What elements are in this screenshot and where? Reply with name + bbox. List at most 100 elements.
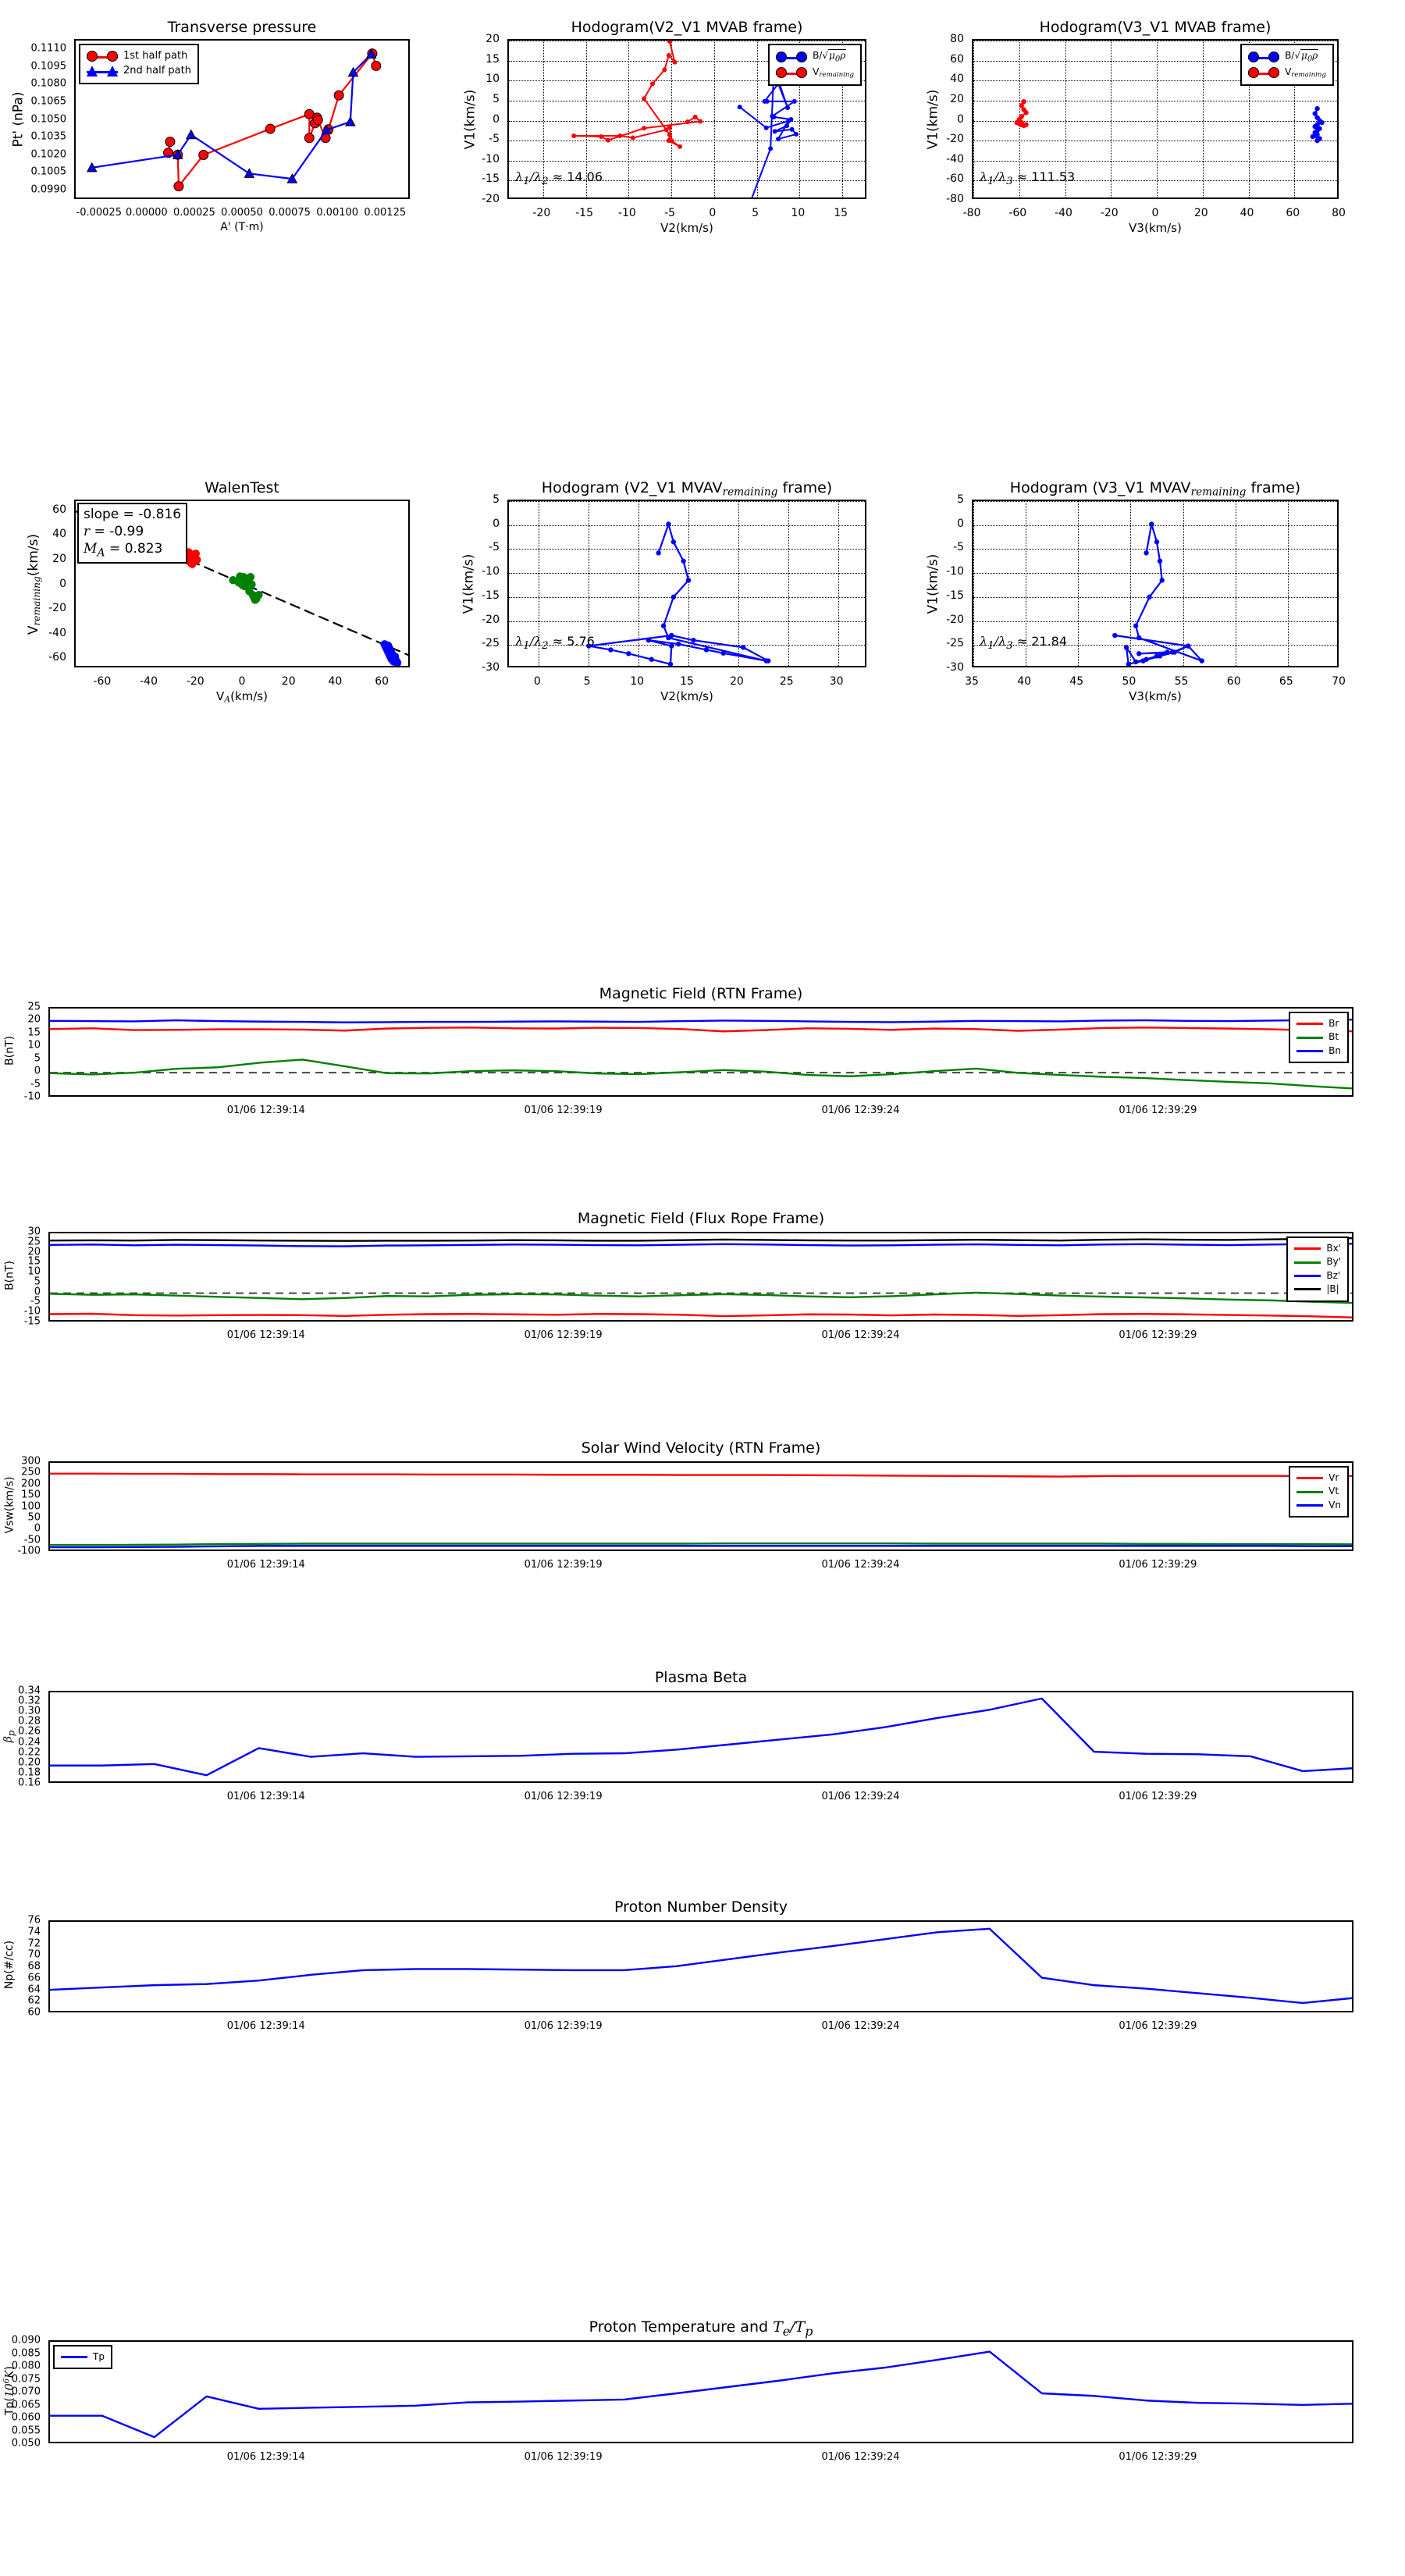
data-point-marker: [784, 123, 789, 129]
legend-label: Bn: [1329, 1044, 1341, 1056]
legend-line-swatch-icon: [1297, 1503, 1324, 1507]
transverse-pressure-ytick-right: [408, 173, 410, 175]
data-point-marker: [347, 66, 359, 77]
walen-test-ytick-right: [408, 635, 410, 636]
vsw-rtn-xtick: [268, 1550, 269, 1551]
hodogram-v2v1-mvab-ytick-right: [865, 101, 866, 102]
walen-test-xtick-label: 0: [238, 675, 246, 688]
legend-label: Bx': [1326, 1243, 1341, 1254]
hodogram-v3v1-mvav-ytick-right: [1337, 573, 1339, 575]
hodogram-v3v1-mvab-xtick-label: 80: [1332, 207, 1346, 219]
hodogram-v2v1-mvab-legend[interactable]: B/√μ0ρ Vremaining: [768, 44, 862, 86]
legend-entry: B/√μ0ρ: [1248, 49, 1326, 66]
hodogram-v3v1-mvav-ytick-label: 0: [957, 517, 964, 530]
mag-rtn-xtick-label: 01/06 12:39:19: [524, 1105, 603, 1116]
hodogram-v3v1-mvav-ylabel: V1(km/s): [925, 553, 941, 614]
hodogram-v3v1-mvab-axes: B/√μ0ρ Vremaining λ1/λ3 ≈ 111.53: [972, 39, 1339, 199]
data-point-marker: [669, 643, 674, 649]
plasma-beta-ytick-label: 0.32: [18, 1695, 41, 1707]
hodogram-v3v1-mvab-ytick-right: [1337, 61, 1339, 62]
hodogram-v2v1-mvab-ytick-right: [865, 41, 866, 42]
data-point-marker: [1021, 98, 1026, 105]
proton-density-xtick-label: 01/06 12:39:24: [821, 2020, 900, 2032]
hodogram-v3v1-mvav-ytick-right: [1337, 621, 1339, 623]
data-point-marker: [678, 144, 683, 149]
hodogram-v2v1-mvab-xtick: [842, 197, 844, 199]
hodogram-v2v1-mvav-xtick: [838, 666, 840, 667]
data-point-marker: [344, 116, 356, 126]
data-point-marker: [667, 41, 672, 44]
hodogram-v2v1-mvav-plot-area: [586, 521, 771, 666]
hodogram-v3v1-mvab-plot-area: [1014, 98, 1325, 144]
plasma-beta-ytick-right: [1352, 1764, 1353, 1766]
legend-entry: Vn: [1297, 1499, 1341, 1512]
hodogram-v2v1-mvab-plot-area: [571, 41, 799, 197]
walen-test-ytick-right: [408, 610, 410, 611]
data-point-marker: [681, 558, 686, 564]
hodogram-v2v1-mvab-ytick-right: [865, 161, 866, 162]
walen-test-ytick-right: [408, 511, 410, 513]
hodogram-v3v1-mvab-legend[interactable]: B/√μ0ρ Vremaining: [1240, 44, 1334, 86]
hodogram-v2v1-mvab-title: Hodogram(V2_V1 MVAB frame): [571, 19, 803, 36]
mag-rtn-xtick-label: 01/06 12:39:29: [1119, 1105, 1197, 1116]
mag-rtn-axes: Br Bt Bn: [48, 1007, 1353, 1097]
hodogram-v2v1-mvab-ytick-label: 20: [486, 33, 500, 45]
hodogram-v2v1-mvab-ylabel: V1(km/s): [462, 89, 478, 149]
hodogram-v3v1-mvab-ytick-label: 80: [950, 33, 964, 45]
proton-density-ylabel: Np(#/cc): [3, 1940, 16, 1990]
mag-rtn-ytick-label: 10: [27, 1039, 41, 1051]
data-point-marker: [599, 134, 604, 139]
hodogram-v2v1-mvav-xtick: [688, 666, 690, 667]
transverse-pressure-legend[interactable]: 1st half path 2nd half path: [79, 44, 199, 84]
plasma-beta-ylabel: βp: [2, 1730, 17, 1743]
data-point-marker: [741, 645, 746, 650]
proton-density-ytick-right: [1352, 1991, 1353, 1993]
data-point-marker: [642, 126, 647, 131]
proton-temperature-xtick: [565, 2442, 567, 2443]
mag-fluxrope-legend[interactable]: Bx' By' Bz' |B|: [1286, 1236, 1349, 1302]
data-point-marker: [662, 67, 667, 73]
proton-density-xtick-label: 01/06 12:39:19: [524, 2020, 603, 2032]
data-point-marker: [1312, 123, 1318, 130]
walen-test-xtick-label: 20: [281, 675, 296, 688]
vsw-rtn-legend[interactable]: Vr Vt Vn: [1289, 1466, 1349, 1518]
transverse-pressure-plot-area: [86, 48, 382, 192]
walen-test-ytick-label: 20: [52, 552, 66, 565]
transverse-pressure-ytick-label: 0.1095: [30, 60, 67, 73]
walen-test-ylabel: Vremaining(km/s): [25, 533, 42, 635]
hodogram-v2v1-mvav-ytick-label: -15: [482, 589, 500, 602]
legend-entry: 1st half path: [87, 49, 191, 64]
proton-density-ytick-label: 62: [27, 1994, 41, 2007]
mag-fluxrope-ylabel: B(nT): [3, 1260, 16, 1290]
proton-temperature-panel: Proton Temperature and Te/Tp Tp 0.050 0.055…: [2, 2318, 1353, 2463]
vsw-rtn-axes: Vr Vt Vn: [48, 1461, 1353, 1551]
proton-temperature-legend[interactable]: Tp: [53, 2345, 112, 2370]
hodogram-v3v1-mvav-xtick: [1130, 666, 1132, 667]
legend-line-swatch-icon: [1297, 1036, 1324, 1039]
transverse-pressure-ytick-label: 0.1020: [30, 148, 67, 161]
mag-rtn-legend[interactable]: Br Bt Bn: [1289, 1012, 1349, 1064]
data-point-marker: [656, 550, 661, 556]
transverse-pressure-ytick-right: [408, 121, 410, 123]
proton-temperature-title: Proton Temperature and Te/Tp: [589, 2318, 813, 2339]
data-point-marker: [333, 90, 344, 101]
legend-label: Bt: [1329, 1031, 1339, 1043]
hodogram-v3v1-mvab-ytick-right: [1337, 101, 1339, 102]
transverse-pressure-xtick: [148, 197, 150, 199]
data-point-marker: [246, 573, 255, 582]
mag-rtn-ytick-label: 20: [27, 1013, 41, 1026]
mag-rtn-xtick-label: 01/06 12:39:24: [821, 1105, 900, 1116]
hodogram-v2v1-mvav-ytick-label: -30: [482, 661, 500, 674]
plasma-beta-ytick-label: 0.20: [18, 1756, 41, 1769]
transverse-pressure-ylabel: Pt' (nPa): [10, 91, 26, 147]
hodogram-v3v1-mvav-ytick-right: [1337, 645, 1339, 646]
mag-rtn-ytick-label: 25: [27, 1001, 41, 1013]
plasma-beta-ytick-right: [1352, 1754, 1353, 1756]
walen-test-xlabel: VA(km/s): [216, 689, 268, 705]
legend-label: Bz': [1326, 1269, 1341, 1281]
proton-temperature-ytick-right: [1352, 2368, 1353, 2369]
mag-fluxrope-ytick-label: -15: [23, 1315, 41, 1328]
plasma-beta-xtick-label: 01/06 12:39:14: [226, 1791, 305, 1802]
data-point-marker: [244, 168, 255, 178]
mag-rtn-ytick-right: [1352, 1073, 1353, 1074]
